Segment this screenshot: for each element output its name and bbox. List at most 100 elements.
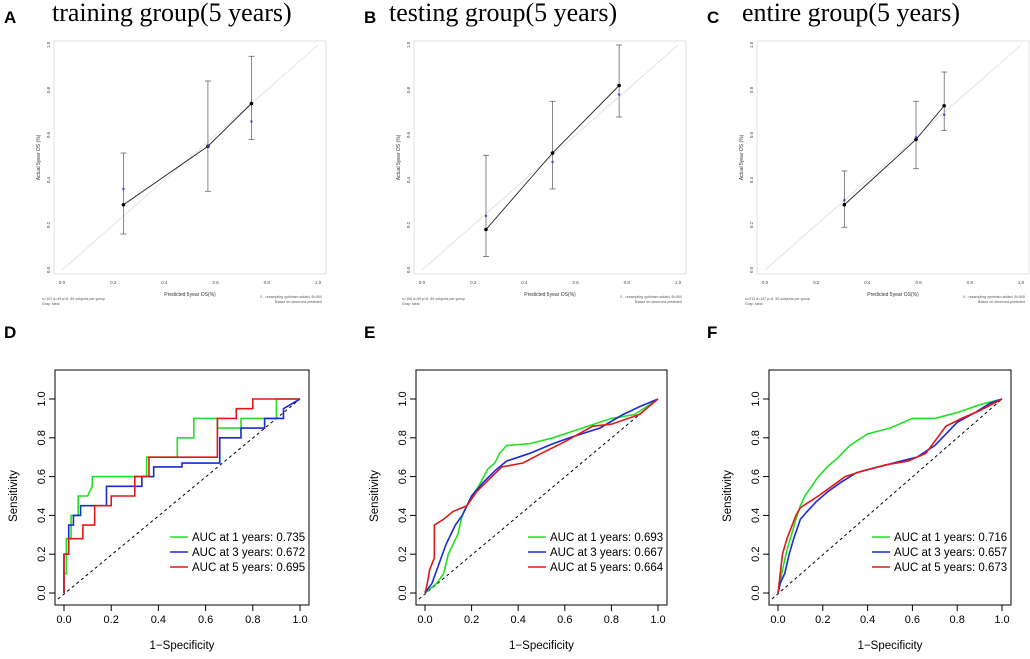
x-tick-label: 0.2 xyxy=(470,280,477,285)
x-tick-label: 0.8 xyxy=(950,614,965,626)
y-axis-label: Actual 5year OS (%) xyxy=(739,134,745,180)
panel-letter-f: F xyxy=(707,323,718,342)
x-tick-label: 0.4 xyxy=(521,280,528,285)
footnote-left: n=106 d=50 p=8, 50 subjects per group xyxy=(402,297,465,301)
roc-curve-blue xyxy=(63,398,301,593)
y-tick-label: 0.8 xyxy=(750,430,762,445)
corrected-point xyxy=(551,160,554,164)
x-tick-label: 0.8 xyxy=(967,280,974,285)
footnote-right: X - resampling optimism added, B=500 xyxy=(963,295,1025,299)
corrected-point xyxy=(206,145,210,148)
footnote-right: X - resampling optimism added, B=500 xyxy=(260,295,322,299)
ideal-line xyxy=(61,44,319,271)
y-tick-label: 1.0 xyxy=(406,41,411,48)
y-axis-label: Sensitivity xyxy=(722,470,734,522)
y-tick-label: 0.2 xyxy=(406,221,411,228)
footnote-left: Gray: ideal xyxy=(402,302,420,306)
legend-label: AUC at 5 years: 0.664 xyxy=(550,562,664,574)
calibration-chart-a: 0.0 0.2 0.4 0.6 0.8 1.0 0.0 0.2 0.4 0.6 0.8 1.0 Pred… xyxy=(36,40,327,306)
y-tick-label: 0.6 xyxy=(46,131,51,138)
calibration-point xyxy=(914,137,918,142)
panel-title-c: entire group(5 years) xyxy=(742,0,961,27)
roc-curve-green xyxy=(424,398,659,594)
calibration-point xyxy=(550,151,555,155)
panel-letter-e: E xyxy=(364,323,376,342)
footnote-right: Based on observed-predicted xyxy=(635,300,682,304)
y-tick-label: 0.2 xyxy=(397,547,409,562)
corrected-point xyxy=(943,113,946,116)
plot-box xyxy=(768,369,1012,606)
y-tick-label: 1.0 xyxy=(397,391,409,406)
x-tick-label: 0.2 xyxy=(813,280,820,285)
legend-label: AUC at 5 years: 0.695 xyxy=(192,562,305,574)
y-tick-label: 1.0 xyxy=(46,41,51,48)
x-tick-label: 0.0 xyxy=(59,280,66,285)
x-tick-label: 0.2 xyxy=(815,614,830,626)
x-tick-label: 0.0 xyxy=(770,614,785,626)
y-tick-label: 0.0 xyxy=(406,266,411,273)
legend-label: AUC at 3 years: 0.667 xyxy=(550,547,663,559)
y-tick-label: 0.6 xyxy=(749,131,754,138)
x-tick-label: 0.6 xyxy=(198,614,213,626)
y-axis-label: Sensitivity xyxy=(369,470,381,522)
x-tick-label: 0.0 xyxy=(419,280,426,285)
footnote-left: n=107 d=49 p=8, 50 subjects per group xyxy=(42,297,105,301)
y-tick-label: 0.2 xyxy=(46,221,51,228)
y-tick-label: 0.6 xyxy=(406,131,411,138)
x-tick-label: 0.2 xyxy=(104,614,119,626)
x-axis-label: 1−Specificity xyxy=(150,640,215,652)
legend-label: AUC at 3 years: 0.672 xyxy=(192,547,305,559)
corrected-point xyxy=(914,136,918,139)
x-tick-label: 1.0 xyxy=(292,614,307,626)
y-tick-label: 1.0 xyxy=(750,391,762,406)
y-tick-label: 0.4 xyxy=(750,508,762,523)
y-tick-label: 1.0 xyxy=(749,41,754,48)
legend-label: AUC at 5 years: 0.673 xyxy=(894,562,1007,574)
x-tick-label: 0.6 xyxy=(572,280,579,285)
roc-curve-red xyxy=(777,398,1003,594)
y-tick-label: 0.0 xyxy=(749,266,754,273)
calibration-point xyxy=(121,202,126,207)
y-tick-label: 0.6 xyxy=(36,469,48,484)
y-tick-label: 0.8 xyxy=(397,430,409,445)
y-tick-label: 0.0 xyxy=(36,585,48,600)
chance-diagonal xyxy=(418,398,659,600)
x-tick-label: 0.4 xyxy=(860,614,875,626)
y-tick-label: 0.6 xyxy=(397,469,409,484)
roc-curve-red xyxy=(63,398,300,593)
calibration-point xyxy=(484,227,488,232)
calibration-line xyxy=(123,103,252,206)
roc-curve-blue xyxy=(424,398,659,594)
panel-letter-c: C xyxy=(707,8,720,27)
y-tick-label: 0.2 xyxy=(749,221,754,228)
x-tick-label: 1.0 xyxy=(675,280,682,285)
ideal-line xyxy=(421,44,679,271)
y-tick-label: 0.2 xyxy=(36,547,48,562)
x-tick-label: 0.8 xyxy=(245,614,260,626)
x-tick-label: 0.6 xyxy=(915,280,922,285)
y-tick-label: 0.6 xyxy=(750,469,762,484)
legend-label: AUC at 3 years: 0.657 xyxy=(894,547,1007,559)
footnote-right: Based on observed-predicted xyxy=(275,300,322,304)
footnote-left: Gray: ideal xyxy=(42,302,60,306)
y-axis-label: Actual 5year OS (%) xyxy=(36,134,42,180)
x-tick-label: 0.6 xyxy=(212,280,219,285)
y-tick-label: 0.4 xyxy=(749,176,754,183)
x-tick-label: 1.0 xyxy=(994,614,1009,626)
y-axis-label: Sensitivity xyxy=(8,470,20,522)
x-axis-label: Predicted 5year OS(%) xyxy=(524,292,576,298)
y-tick-label: 0.0 xyxy=(750,585,762,600)
x-tick-label: 0.4 xyxy=(151,614,166,626)
roc-chart-f: 0.0 0.2 0.4 0.6 0.8 1.0 0.0 0.2 0.4 0.6 0.8 1.0 1−Sp… xyxy=(722,369,1012,652)
corrected-point xyxy=(250,120,253,123)
calibration-point xyxy=(942,103,946,108)
roc-chart-e: 0.0 0.2 0.4 0.6 0.8 1.0 0.0 0.2 0.4 0.6 0.8 1.0 1−Sp… xyxy=(369,369,668,652)
corrected-point xyxy=(122,187,125,191)
calibration-point xyxy=(842,202,847,207)
x-tick-label: 0.0 xyxy=(762,280,769,285)
y-tick-label: 1.0 xyxy=(36,391,48,406)
panel-letter-a: A xyxy=(4,8,17,27)
roc-chart-d: 0.0 0.2 0.4 0.6 0.8 1.0 0.0 0.2 0.4 0.6 0.8 1.0 1−Sp… xyxy=(8,369,310,652)
calibration-point xyxy=(249,101,254,106)
calibration-chart-c: 0.0 0.2 0.4 0.6 0.8 1.0 0.0 0.2 0.4 0.6 0.8 1.0 Pred… xyxy=(739,40,1030,306)
